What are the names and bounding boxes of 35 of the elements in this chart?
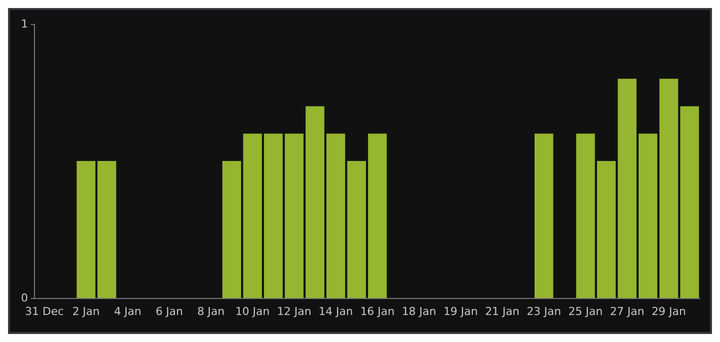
bar — [534, 134, 554, 298]
bar — [284, 134, 304, 298]
bar — [222, 161, 242, 298]
bar — [680, 106, 699, 298]
bar — [326, 134, 346, 298]
x-tick-label: 16 Jan — [360, 305, 395, 318]
y-tick-label: 0 — [21, 292, 28, 304]
x-tick-label: 2 Jan — [72, 305, 100, 318]
x-tick-label: 31 Dec — [25, 305, 64, 318]
bar — [659, 78, 678, 298]
x-tick-label: 29 Jan — [652, 305, 686, 318]
x-tick-label: 19 Jan — [443, 305, 478, 318]
y-tick-label: 1 — [21, 18, 28, 30]
x-tick-label: 23 Jan — [526, 305, 562, 318]
x-tick-label: 18 Jan — [402, 305, 436, 318]
bar — [638, 134, 658, 298]
x-tick-label: 4 Jan — [114, 305, 142, 318]
x-tick-label: 10 Jan — [235, 305, 270, 318]
bar — [576, 134, 595, 298]
x-tick-label: 12 Jan — [276, 305, 312, 318]
bar — [306, 106, 324, 298]
bar — [368, 134, 387, 298]
x-tick-label: 27 Jan — [610, 305, 644, 318]
x-tick-label: 21 Jan — [485, 305, 520, 318]
bar — [596, 161, 616, 298]
x-tick-label: 14 Jan — [318, 305, 354, 318]
bar — [264, 134, 283, 298]
bar — [243, 134, 262, 298]
bar — [76, 161, 96, 298]
bar — [347, 161, 366, 298]
x-tick-label: 25 Jan — [568, 305, 603, 318]
x-tick-label: 6 Jan — [156, 305, 184, 318]
x-tick-label: 8 Jan — [197, 305, 225, 318]
bar — [97, 161, 116, 298]
bar — [618, 78, 637, 298]
